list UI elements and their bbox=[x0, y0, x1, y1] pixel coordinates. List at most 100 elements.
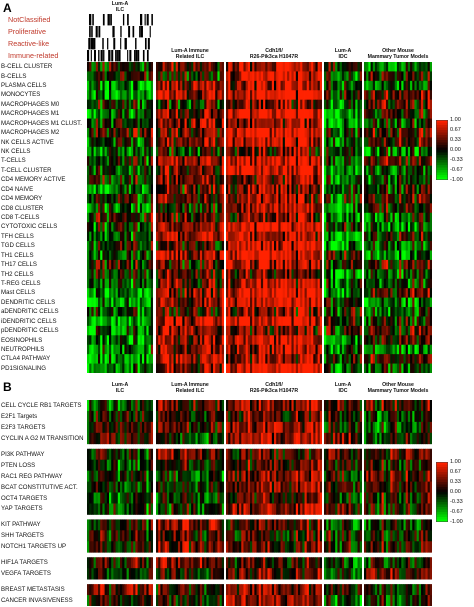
heatmap-cell bbox=[348, 363, 352, 373]
heatmap-cell bbox=[337, 203, 341, 214]
heatmap-cell bbox=[109, 325, 112, 336]
heatmap-cell bbox=[335, 99, 338, 110]
heatmap-cell bbox=[120, 259, 123, 270]
heatmap-cell bbox=[379, 146, 382, 157]
heatmap-cell bbox=[289, 165, 292, 176]
heatmap-cell bbox=[193, 118, 196, 129]
heatmap-cell bbox=[302, 184, 305, 195]
heatmap-cell bbox=[142, 62, 145, 72]
heatmap-cell bbox=[252, 335, 255, 346]
heatmap-cell bbox=[396, 90, 400, 101]
heatmap-cell bbox=[274, 231, 277, 242]
heatmap-cell bbox=[252, 62, 255, 72]
heatmap-cell bbox=[399, 269, 402, 280]
heatmap-cell bbox=[390, 90, 393, 101]
heatmap-cell bbox=[348, 269, 352, 280]
heatmap-cell bbox=[250, 203, 253, 214]
heatmap-cell bbox=[276, 259, 279, 270]
heatmap-cell bbox=[111, 269, 114, 280]
heatmap-cell bbox=[421, 146, 424, 157]
heatmap-cell bbox=[370, 203, 374, 214]
heatmap-cell bbox=[374, 109, 378, 119]
heatmap-cell bbox=[396, 259, 400, 270]
heatmap-cell bbox=[117, 175, 121, 185]
heatmap-cell bbox=[144, 297, 147, 308]
heatmap-cell bbox=[100, 363, 103, 373]
heatmap-cell bbox=[208, 297, 212, 308]
heatmap-cell bbox=[291, 156, 295, 167]
heatmap-cell bbox=[289, 137, 292, 148]
heatmap-cell bbox=[293, 109, 297, 119]
heatmap-cell bbox=[100, 184, 103, 195]
heatmap-cell bbox=[414, 175, 418, 185]
heatmap-cell bbox=[280, 203, 284, 214]
heatmap-cell bbox=[282, 118, 286, 129]
heatmap-cell bbox=[260, 156, 264, 167]
heatmap-cell bbox=[243, 363, 247, 373]
heatmap-cell bbox=[113, 137, 116, 148]
heatmap-cell bbox=[146, 297, 149, 308]
heatmap-cell bbox=[372, 231, 376, 242]
heatmap-cell bbox=[158, 175, 161, 185]
heatmap-cell bbox=[197, 297, 201, 308]
heatmap-cell bbox=[232, 127, 236, 138]
heatmap-cell bbox=[234, 222, 238, 233]
heatmap-cell bbox=[346, 80, 349, 91]
heatmap-cell bbox=[335, 71, 338, 82]
heatmap-cell bbox=[120, 231, 123, 242]
heatmap-cell bbox=[87, 109, 90, 119]
heatmap-cell bbox=[164, 259, 168, 270]
heatmap-cell bbox=[186, 99, 190, 110]
heatmap-cell bbox=[287, 335, 290, 346]
heatmap-cell bbox=[374, 325, 378, 336]
heatmap-cell bbox=[390, 193, 393, 204]
heatmap-cell bbox=[252, 184, 255, 195]
heatmap-cell bbox=[308, 212, 312, 223]
heatmap-cell bbox=[313, 203, 316, 214]
heatmap-cell bbox=[282, 316, 286, 327]
heatmap-cell bbox=[403, 156, 407, 167]
heatmap-cell bbox=[131, 335, 134, 346]
heatmap-cell bbox=[394, 146, 398, 157]
heatmap-cell bbox=[357, 193, 361, 204]
heatmap-cell bbox=[319, 212, 322, 223]
heatmap-cell bbox=[175, 203, 179, 214]
heatmap-cell bbox=[236, 146, 240, 157]
heatmap-cell bbox=[104, 184, 108, 195]
heatmap-cell bbox=[202, 127, 205, 138]
heatmap-cell bbox=[142, 231, 145, 242]
heatmap-cell bbox=[302, 278, 305, 289]
heatmap-cell bbox=[175, 156, 179, 167]
heatmap-cell bbox=[282, 184, 286, 195]
heatmap-cell bbox=[311, 354, 314, 364]
heatmap-cell bbox=[241, 175, 244, 185]
heatmap-cell bbox=[199, 278, 203, 289]
heatmap-cell bbox=[228, 71, 231, 82]
heatmap-cell bbox=[150, 118, 153, 129]
heatmap-cell bbox=[306, 175, 310, 185]
heatmap-cell bbox=[102, 62, 105, 72]
heatmap-cell bbox=[344, 99, 347, 110]
heatmap-cell bbox=[311, 71, 314, 82]
heatmap-cell bbox=[193, 193, 196, 204]
heatmap-cell bbox=[100, 222, 103, 233]
heatmap-cell bbox=[265, 175, 268, 185]
heatmap-cell bbox=[416, 316, 420, 327]
heatmap-cell bbox=[295, 175, 299, 185]
heatmap-cell bbox=[102, 212, 105, 223]
heatmap-cell bbox=[357, 231, 361, 242]
barcode-tick bbox=[144, 38, 147, 50]
heatmap-cell bbox=[332, 193, 336, 204]
heatmap-cell bbox=[372, 316, 376, 327]
heatmap-cell bbox=[366, 307, 369, 317]
heatmap-cell bbox=[117, 146, 121, 157]
heatmap-cell bbox=[236, 80, 240, 91]
heatmap-cell bbox=[175, 146, 179, 157]
heatmap-cell bbox=[308, 250, 312, 261]
heatmap-cell bbox=[295, 344, 299, 355]
heatmap-cell bbox=[146, 175, 149, 185]
heatmap-cell bbox=[166, 259, 170, 270]
heatmap-cell bbox=[213, 250, 216, 261]
heatmap-cell bbox=[160, 146, 163, 157]
heatmap-cell bbox=[335, 175, 338, 185]
